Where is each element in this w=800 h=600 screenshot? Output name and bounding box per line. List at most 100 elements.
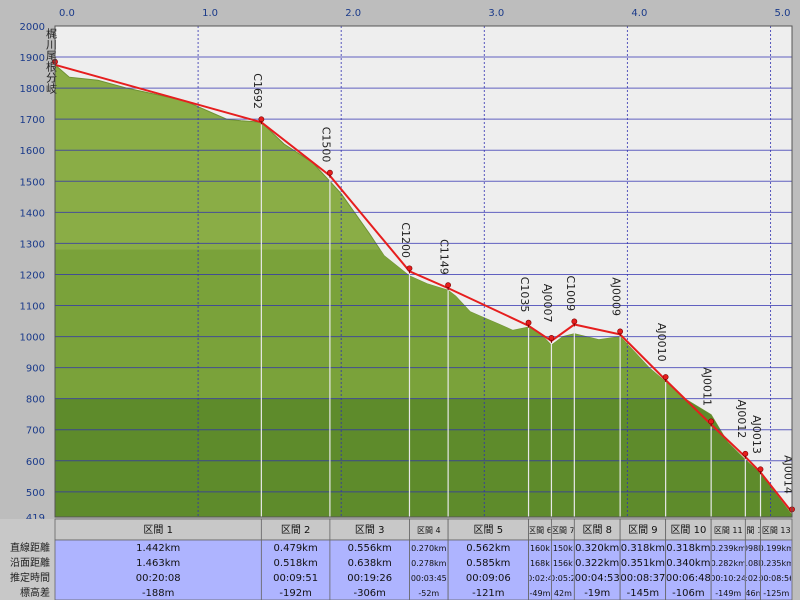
section-value: -19m: [584, 588, 610, 599]
row-header-label: 標高差: [20, 586, 50, 599]
waypoint-marker: [662, 374, 669, 380]
waypoint-label: C1149: [438, 239, 451, 275]
section-value: 0.322km: [575, 558, 619, 569]
section-value: 0.156km: [545, 559, 581, 568]
section-value: 0.556km: [348, 543, 392, 554]
section-value: 42m: [554, 589, 572, 598]
section-value: 00:20:08: [136, 573, 181, 584]
section-value: 0.239km: [711, 544, 747, 553]
section-header-label: 区間 13: [762, 526, 791, 535]
section-value: 00:05:20: [545, 574, 581, 583]
section-value: 00:08:37: [620, 573, 665, 584]
x-tick-label: 4.0: [631, 8, 647, 19]
section-value: 0.160km: [522, 544, 558, 553]
section-value: -46m: [743, 589, 764, 598]
x-tick-label: 0.0: [59, 8, 75, 19]
section-header-label: 区間 6: [528, 526, 552, 535]
y-tick-label: 2000: [20, 22, 45, 33]
waypoint-marker: [327, 169, 333, 176]
section-value-cell: [54, 539, 262, 600]
section-value: 0.479km: [274, 543, 318, 554]
waypoint-label: AJ0010: [655, 323, 668, 362]
section-value: 0.318km: [666, 543, 710, 554]
y-tick-label: 419: [26, 513, 45, 524]
y-tick-label: 600: [26, 457, 45, 468]
waypoint-marker: [525, 319, 532, 326]
x-tick-label: 3.0: [488, 8, 504, 19]
row-header-label: 沿面距離: [10, 556, 50, 569]
section-value: 0.235km: [759, 559, 795, 568]
section-value: 0.638km: [348, 558, 392, 569]
section-value: -306m: [353, 588, 385, 599]
section-value: -125m: [763, 589, 789, 598]
section-value: 0.518km: [274, 558, 318, 569]
waypoint-label: C1009: [564, 275, 577, 311]
section-header-label: 区間 5: [474, 524, 504, 536]
waypoint-label: AJ0011: [701, 367, 714, 406]
waypoint-label: C1692: [251, 73, 264, 109]
section-value: 0.150km: [545, 544, 581, 553]
section-value: -52m: [418, 589, 439, 598]
section-header-label: 区間 7: [551, 526, 575, 535]
section-value: 0.270km: [411, 544, 447, 553]
section-value: 0.282km: [711, 559, 747, 568]
y-tick-label: 1000: [20, 333, 45, 344]
y-tick-label: 1900: [20, 53, 45, 64]
section-value: 0.318km: [621, 543, 665, 554]
section-value: 0.351km: [621, 558, 665, 569]
section-value: -192m: [279, 588, 311, 599]
section-value-cell: [447, 539, 529, 600]
waypoint-label: C1035: [518, 277, 531, 313]
waypoint-marker: [708, 418, 715, 425]
waypoint-marker: [571, 318, 578, 325]
waypoint-label: C1200: [399, 222, 412, 258]
section-header-label: 区間 1: [143, 524, 173, 536]
section-value: 00:10:24: [710, 574, 746, 583]
y-tick-label: 700: [26, 426, 45, 437]
section-value: 00:04:53: [575, 573, 620, 584]
section-value: 0.585km: [466, 558, 510, 569]
section-header-label: 区間 12: [739, 526, 768, 535]
y-tick-label: 1200: [20, 270, 45, 281]
waypoint-label: AJ0014: [782, 455, 795, 494]
plot-area: 2000 1900 1800 1700 1600 1500 1400 1300 1200 1100…: [20, 8, 795, 524]
waypoint-label: AJ0009: [610, 277, 623, 316]
plot-border: [54, 25, 793, 518]
section-value: 1.463km: [136, 558, 180, 569]
section-value: 0.562km: [466, 543, 510, 554]
waypoint-marker: [617, 328, 624, 335]
section-header-label: 区間 2: [281, 524, 311, 536]
section-header-label: 区間 9: [628, 524, 658, 536]
waypoint-label: AJ0007: [541, 284, 554, 323]
section-value: -188m: [142, 588, 174, 599]
waypoint-label: AJ0012: [735, 400, 748, 439]
section-header-label: 区間 4: [417, 526, 441, 535]
section-value: -121m: [472, 588, 504, 599]
section-value: -106m: [672, 588, 704, 599]
row-header-column: [0, 519, 55, 600]
y-tick-label: 1300: [20, 239, 45, 250]
y-tick-label: 1700: [20, 115, 45, 126]
section-header-label: 区間 3: [355, 524, 385, 536]
section-value: -145m: [627, 588, 659, 599]
section-value: 00:02:40: [735, 574, 771, 583]
route-line: [54, 63, 793, 513]
row-header-label: 推定時間: [10, 571, 50, 584]
y-tick-label: 1800: [20, 84, 45, 95]
y-tick-label: 1500: [20, 177, 45, 188]
section-value: -49m: [530, 589, 551, 598]
section-value: 1.442km: [136, 543, 180, 554]
section-value: 00:09:51: [273, 573, 318, 584]
waypoint-label: 梶川尾根分岐: [45, 27, 58, 95]
waypoint-marker: [548, 335, 555, 341]
section-value: 00:02:40: [522, 574, 558, 583]
section-value: 00:08:56: [758, 574, 794, 583]
section-value: 00:19:26: [347, 573, 392, 584]
section-value: 0.168km: [522, 559, 558, 568]
y-tick-label: 1400: [20, 208, 45, 219]
section-value-cell: [329, 539, 410, 600]
section-value: -149m: [715, 589, 741, 598]
section-value: 0.199km: [759, 544, 795, 553]
row-header-label: 直線距離: [10, 541, 50, 554]
